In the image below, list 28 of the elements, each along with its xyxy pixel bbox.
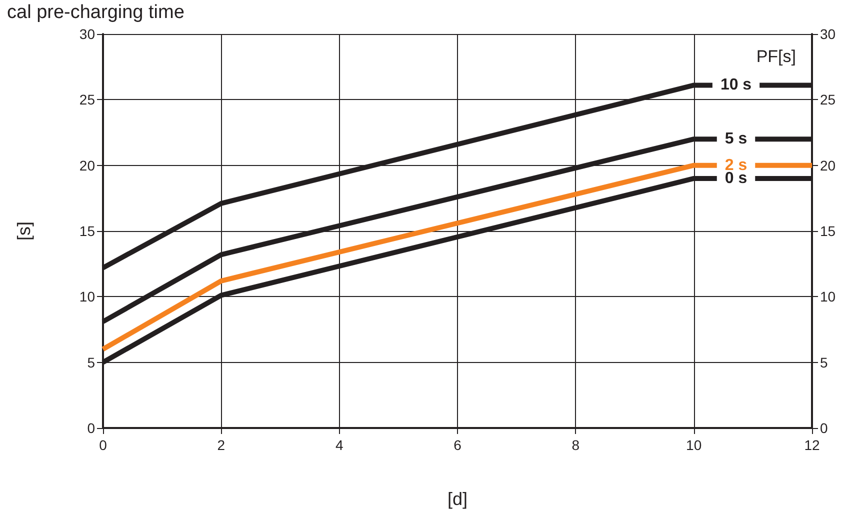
chart-title: cal pre-charging time [7,2,184,23]
y2-tick-label: 10 [820,288,836,305]
y-tick-label: 30 [79,26,96,42]
x-tick-label: 2 [217,437,226,453]
y-tick-label: 5 [87,354,96,370]
series-label: 10 s [720,76,752,94]
x-tick-label: 8 [572,437,580,453]
y2-tick-label: 30 [820,26,836,42]
y-axis-title: [s] [14,221,34,241]
x-tick-label: 12 [804,437,820,453]
y-tick-label: 20 [79,157,96,174]
series-label: 5 s [724,130,748,148]
legend-title: PF[s] [756,47,796,66]
series-label: 0 s [724,170,748,187]
x-tick-label: 6 [454,437,462,453]
x-tick-label: 0 [99,437,108,453]
y-tick-label: 0 [87,420,96,436]
y2-tick-label: 20 [820,157,836,174]
y-tick-label: 15 [79,223,96,239]
x-tick-label: 4 [335,437,344,453]
y-tick-label: 25 [79,92,96,108]
y2-tick-label: 25 [820,92,836,108]
x-axis-title: [d] [447,489,468,509]
x-tick-label: 10 [686,437,702,453]
y2-tick-label: 5 [820,354,828,370]
y-tick-label: 10 [79,288,96,305]
y2-tick-label: 0 [820,420,828,436]
y2-tick-label: 15 [820,223,836,239]
